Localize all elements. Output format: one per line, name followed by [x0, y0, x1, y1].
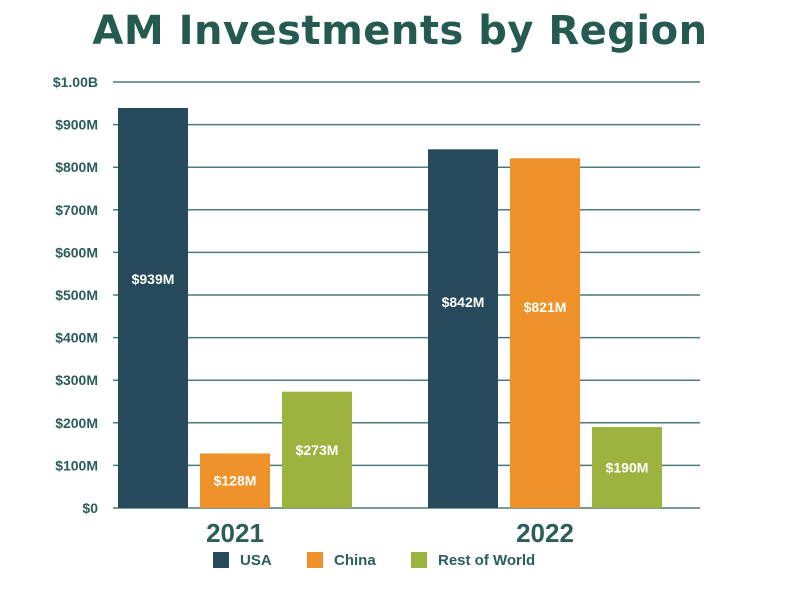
- bar: [282, 391, 352, 508]
- y-tick-label: $300M: [55, 372, 98, 388]
- data-label: $273M: [296, 442, 339, 458]
- legend-label: China: [334, 552, 376, 569]
- x-category-label: 2022: [516, 518, 574, 548]
- legend-swatch: [411, 552, 427, 568]
- legend-label: USA: [240, 552, 272, 569]
- chart-title: AM Investments by Region: [92, 8, 708, 54]
- bar: [428, 149, 498, 509]
- data-label: $939M: [132, 271, 175, 287]
- bar: [592, 427, 662, 508]
- data-label: $842M: [442, 294, 485, 310]
- y-tick-label: $100M: [55, 457, 98, 473]
- y-tick-label: $400M: [55, 330, 98, 346]
- bar: [118, 107, 188, 509]
- bar: [510, 158, 580, 508]
- data-label: $821M: [524, 299, 567, 315]
- data-label: $190M: [606, 460, 649, 476]
- y-tick-label: $200M: [55, 415, 98, 431]
- legend-swatch: [213, 552, 229, 568]
- legend-label: Rest of World: [438, 552, 535, 569]
- bar: [200, 453, 270, 508]
- y-tick-label: $1.00B: [53, 74, 98, 90]
- y-tick-label: $600M: [55, 244, 98, 260]
- y-tick-label: $800M: [55, 159, 98, 175]
- legend-swatch: [307, 552, 323, 568]
- x-category-label: 2021: [206, 518, 264, 548]
- data-label: $128M: [214, 473, 257, 489]
- y-tick-label: $0: [82, 500, 98, 516]
- y-tick-label: $900M: [55, 117, 98, 133]
- y-tick-label: $500M: [55, 287, 98, 303]
- y-tick-label: $700M: [55, 202, 98, 218]
